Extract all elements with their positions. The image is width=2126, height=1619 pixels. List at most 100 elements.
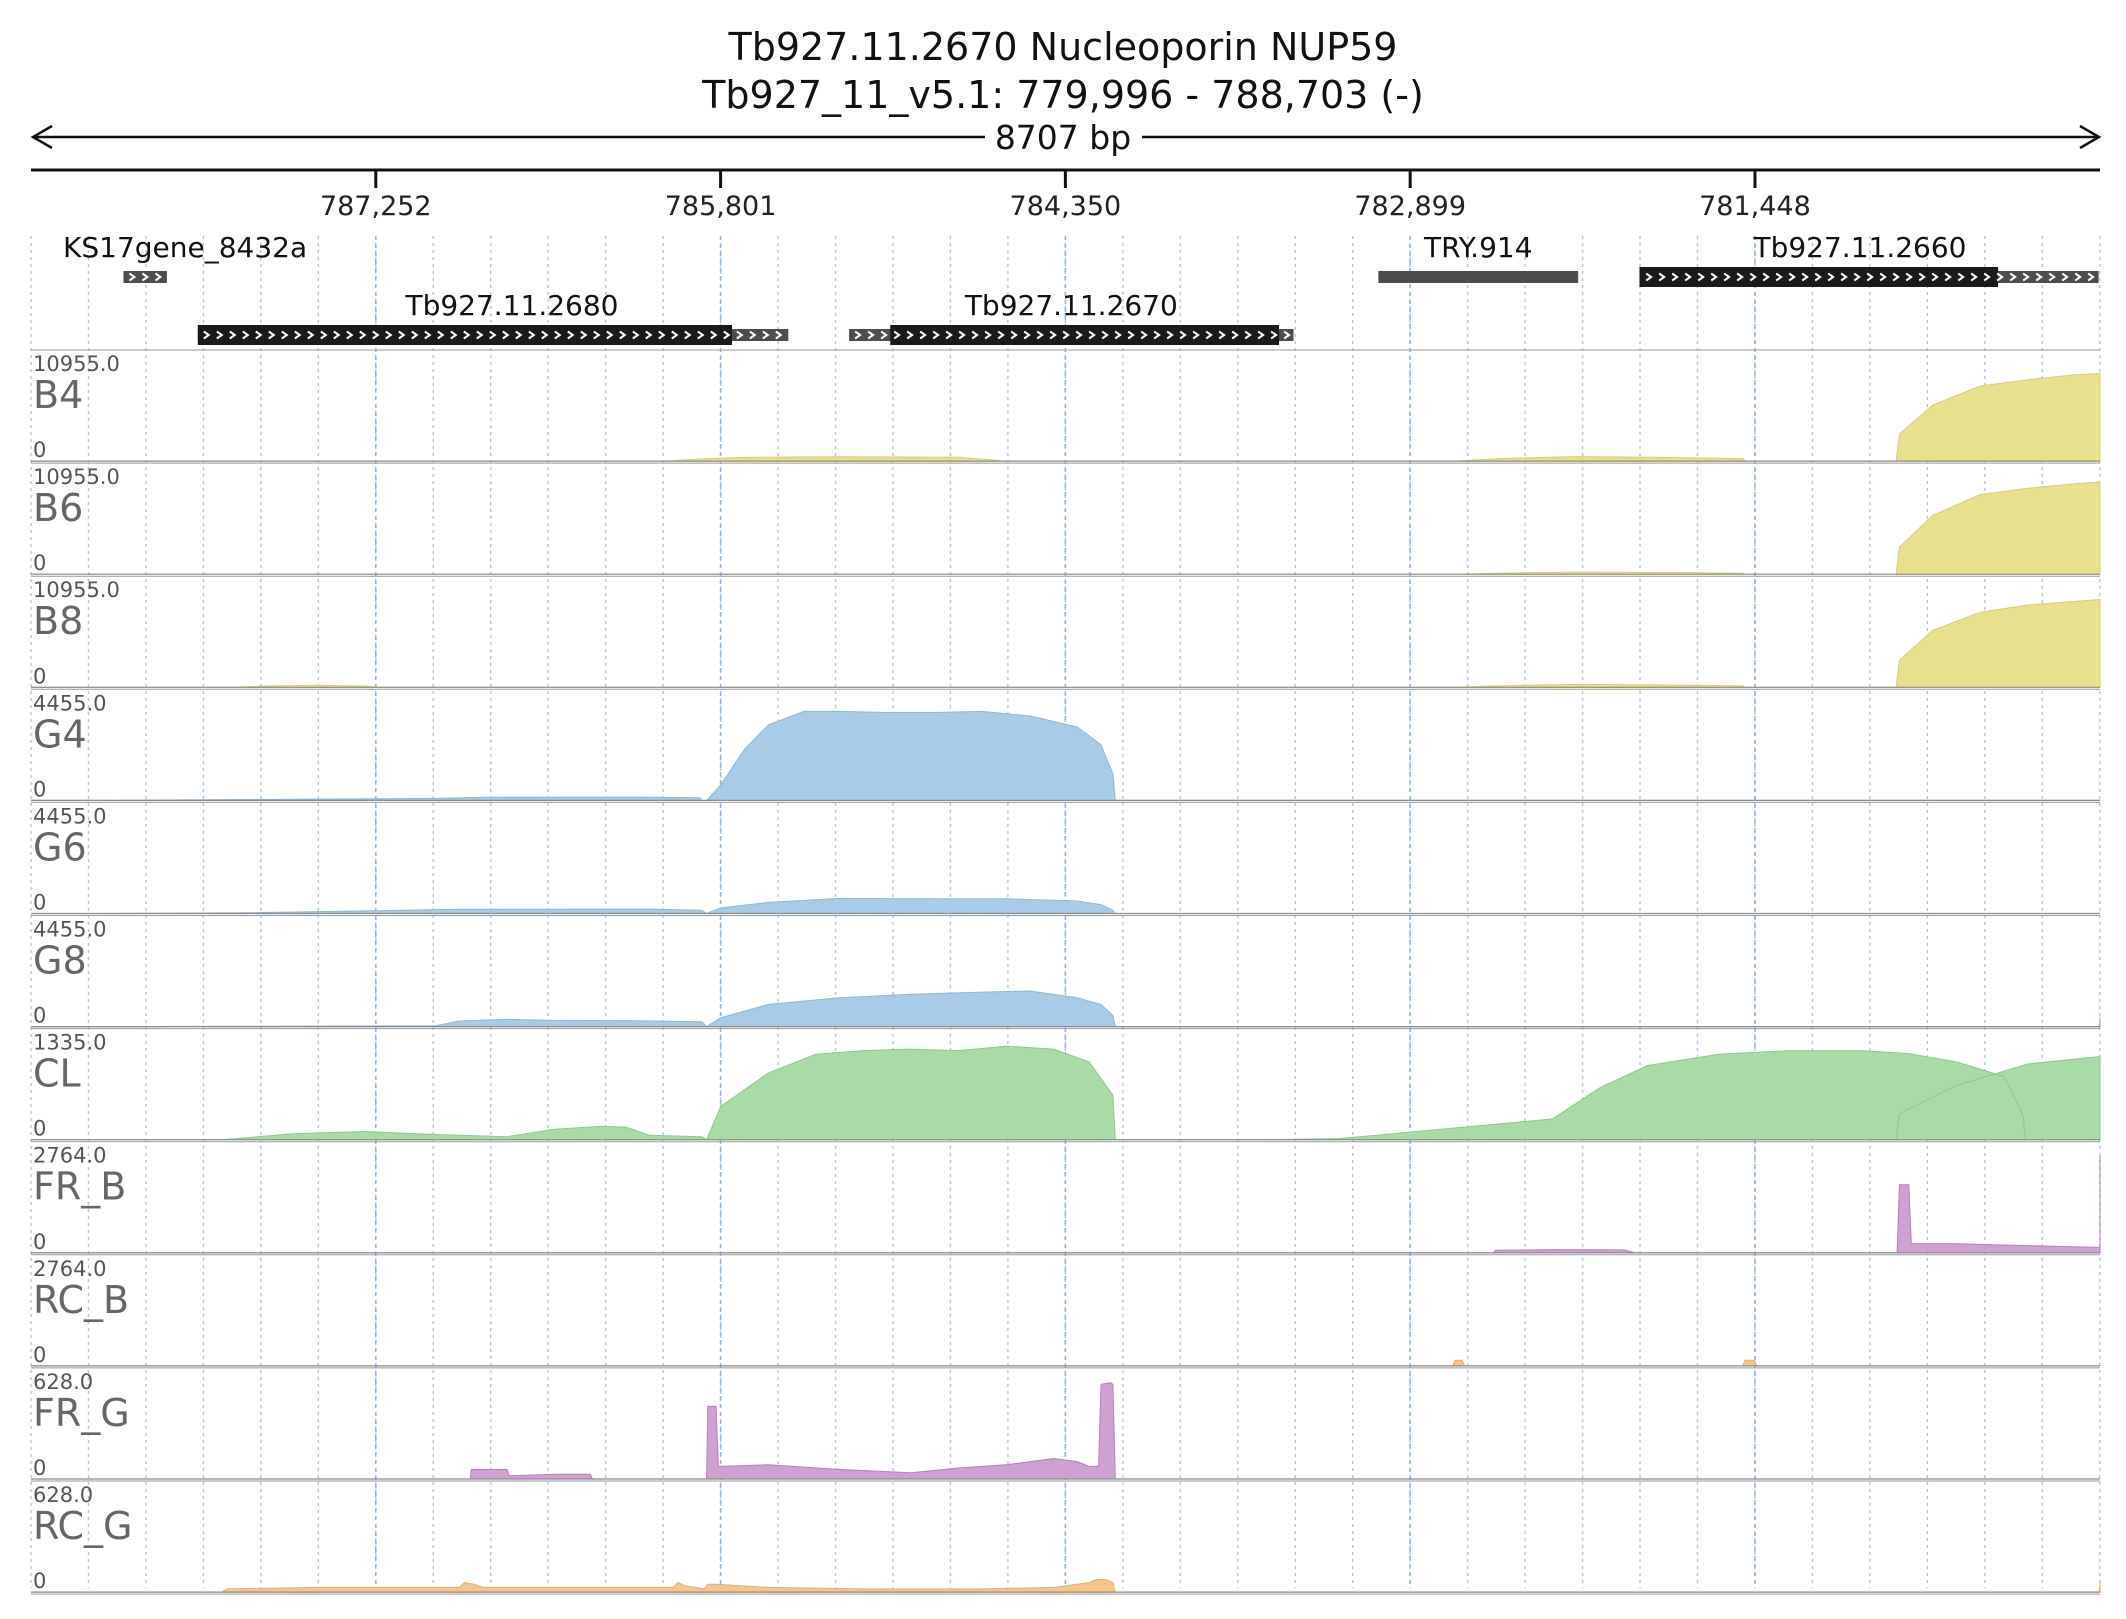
strand-arrow-icon xyxy=(1231,330,1239,340)
strand-arrow-icon xyxy=(1036,330,1044,340)
strand-arrow-icon xyxy=(1088,330,1096,340)
coverage-area xyxy=(31,710,2100,801)
ruler-tick-label: 782,899 xyxy=(1354,191,1466,222)
strand-arrow-icon xyxy=(398,330,406,340)
track-max-label: 10955.0 xyxy=(33,578,120,602)
coverage-track: 628.0FR_G 0 xyxy=(31,1367,2100,1480)
track-max-label: 2764.0 xyxy=(33,1144,106,1168)
strand-arrow-icon xyxy=(749,330,757,340)
track-min-label: 0 xyxy=(33,1569,46,1593)
strand-arrow-icon xyxy=(216,330,224,340)
strand-arrow-icon xyxy=(255,330,263,340)
gene-feature: TRY.914 xyxy=(1378,231,1579,283)
coverage-track: 10955.0B8 0 xyxy=(31,575,2101,688)
strand-arrow-icon xyxy=(1257,330,1265,340)
strand-arrow-icon xyxy=(1645,272,1653,282)
strand-arrow-icon xyxy=(1283,330,1291,340)
strand-arrow-icon xyxy=(684,330,692,340)
gene-cds-bar xyxy=(890,325,1280,345)
track-name: G6 xyxy=(33,825,87,869)
strand-arrow-icon xyxy=(1749,272,1757,282)
strand-arrow-icon xyxy=(203,330,211,340)
strand-arrow-icon xyxy=(1179,330,1187,340)
strand-arrow-icon xyxy=(1957,272,1965,282)
strand-arrow-icon xyxy=(281,330,289,340)
track-max-label: 1335.0 xyxy=(33,1031,106,1055)
strand-arrow-icon xyxy=(1023,330,1031,340)
strand-arrow-icon xyxy=(463,330,471,340)
strand-arrow-icon xyxy=(736,330,744,340)
strand-arrow-icon xyxy=(619,330,627,340)
gene-utr-bar xyxy=(1378,271,1579,283)
strand-arrow-icon xyxy=(229,330,237,340)
track-min-label: 0 xyxy=(33,1117,46,1141)
strand-arrow-icon xyxy=(1918,272,1926,282)
strand-arrow-icon xyxy=(1931,272,1939,282)
strand-arrow-icon xyxy=(867,330,875,340)
coverage-track: 10955.0B6 0 xyxy=(31,462,2101,575)
strand-arrow-icon xyxy=(307,330,315,340)
strand-arrow-icon xyxy=(1762,272,1770,282)
strand-arrow-icon xyxy=(710,330,718,340)
strand-arrow-icon xyxy=(1684,272,1692,282)
strand-arrow-icon xyxy=(945,330,953,340)
track-min-label: 0 xyxy=(33,891,46,915)
strand-arrow-icon xyxy=(958,330,966,340)
track-min-label: 0 xyxy=(33,1004,46,1028)
strand-arrow-icon xyxy=(632,330,640,340)
track-name: G4 xyxy=(33,712,87,756)
track-min-label: 0 xyxy=(33,664,46,688)
coverage-area xyxy=(31,990,2101,1028)
coverage-track: 2764.0FR_B 0 xyxy=(31,1141,2101,1254)
track-min-label: 0 xyxy=(33,438,46,462)
strand-arrow-icon xyxy=(697,330,705,340)
strand-arrow-icon xyxy=(1840,272,1848,282)
track-max-label: 4455.0 xyxy=(33,691,106,715)
strand-arrow-icon xyxy=(723,330,731,340)
strand-arrow-icon xyxy=(1166,330,1174,340)
coverage-area xyxy=(31,1156,2101,1254)
coordinate-ruler: 787,252 785,801 784,350 782,899 781,448 xyxy=(31,168,2100,222)
strand-arrow-icon xyxy=(1127,330,1135,340)
strand-arrow-icon xyxy=(1710,272,1718,282)
coverage-track: 2764.0RC_B 0 xyxy=(31,1254,2100,1367)
strand-arrow-icon xyxy=(1905,272,1913,282)
strand-arrow-icon xyxy=(1814,272,1822,282)
strand-arrow-icon xyxy=(984,330,992,340)
strand-arrow-icon xyxy=(1944,272,1952,282)
track-name: CL xyxy=(33,1052,81,1096)
strand-arrow-icon xyxy=(1192,330,1200,340)
strand-arrow-icon xyxy=(1140,330,1148,340)
locus-coordinates: Tb927_11_v5.1: 779,996 - 788,703 (-) xyxy=(701,73,1424,117)
strand-arrow-icon xyxy=(489,330,497,340)
track-name: FR_B xyxy=(33,1165,126,1209)
track-max-label: 628.0 xyxy=(33,1483,93,1507)
strand-arrow-icon xyxy=(320,330,328,340)
strand-arrow-icon xyxy=(671,330,679,340)
strand-arrow-icon xyxy=(528,330,536,340)
gene-label: KS17gene_8432a xyxy=(63,231,307,264)
span-indicator: 8707 bp xyxy=(30,118,2102,157)
strand-arrow-icon xyxy=(1658,272,1666,282)
strand-arrow-icon xyxy=(932,330,940,340)
track-name: B6 xyxy=(33,486,83,530)
track-name: RC_G xyxy=(33,1504,133,1548)
track-name: B4 xyxy=(33,373,83,417)
strand-arrow-icon xyxy=(1075,330,1083,340)
strand-arrow-icon xyxy=(333,330,341,340)
strand-arrow-icon xyxy=(128,272,137,282)
gene-cds-bar xyxy=(197,325,732,345)
strand-arrow-icon xyxy=(1218,330,1226,340)
track-max-label: 10955.0 xyxy=(33,465,120,489)
gene-title: Tb927.11.2670 Nucleoporin NUP59 xyxy=(728,25,1398,69)
strand-arrow-icon xyxy=(554,330,562,340)
track-name: FR_G xyxy=(33,1391,130,1435)
track-max-label: 10955.0 xyxy=(33,352,120,376)
strand-arrow-icon xyxy=(1736,272,1744,282)
strand-arrow-icon xyxy=(1723,272,1731,282)
coverage-track: 4455.0G8 0 xyxy=(31,915,2101,1028)
coverage-area xyxy=(31,897,2100,915)
strand-arrow-icon xyxy=(1853,272,1861,282)
strand-arrow-icon xyxy=(1101,330,1109,340)
